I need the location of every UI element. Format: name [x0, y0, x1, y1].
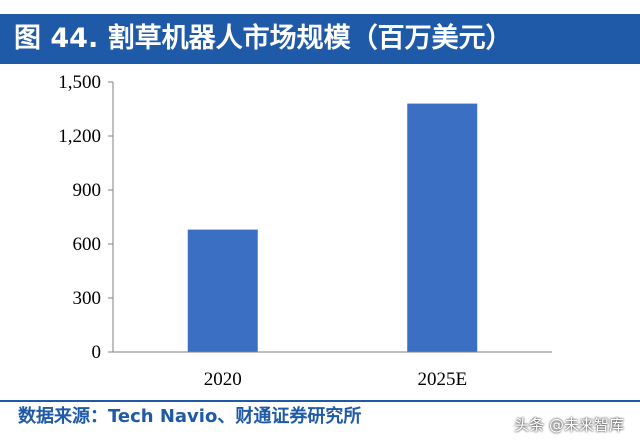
- watermark: 头条 @未来智库: [514, 416, 624, 434]
- title-bar: 图 44. 割草机器人市场规模（百万美元）: [0, 14, 640, 64]
- x-axis-labels: 2020 2025E: [204, 369, 467, 390]
- source-note: 数据来源：Tech Navio、财通证券研究所: [18, 406, 362, 427]
- x-tick-label: 2020: [204, 369, 242, 390]
- bar-chart: 0 300 600 900 1,200 1,500 2020 2025E: [58, 72, 552, 390]
- y-tick-label: 0: [92, 342, 102, 363]
- y-tick-label: 600: [73, 234, 102, 255]
- x-tick-label: 2025E: [417, 369, 467, 390]
- bar-2025e: [407, 103, 478, 352]
- y-axis-ticks: 0 300 600 900 1,200 1,500: [58, 72, 113, 363]
- bars-group: [187, 103, 478, 352]
- bar-2020: [187, 229, 258, 352]
- y-tick-label: 300: [73, 288, 102, 309]
- y-tick-label: 1,500: [58, 72, 101, 93]
- chart-title: 图 44. 割草机器人市场规模（百万美元）: [14, 23, 513, 54]
- footer-divider: [0, 400, 640, 402]
- y-tick-label: 900: [73, 180, 102, 201]
- y-tick-label: 1,200: [58, 126, 101, 147]
